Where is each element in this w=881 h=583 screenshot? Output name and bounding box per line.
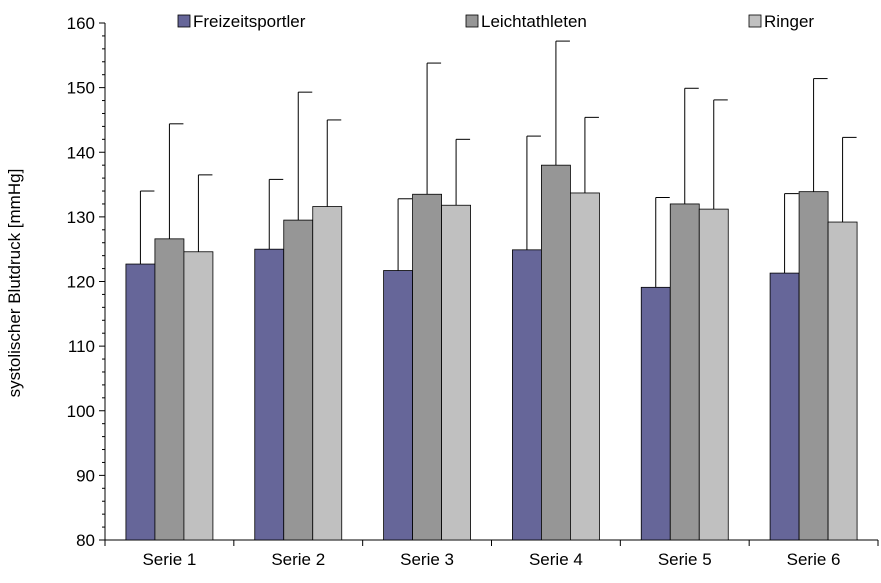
bar xyxy=(669,203,700,541)
bar xyxy=(312,206,343,541)
bar xyxy=(640,286,671,541)
bar xyxy=(125,263,156,541)
x-tick-label: Serie 6 xyxy=(787,550,841,569)
bar xyxy=(769,272,800,541)
legend-label: Ringer xyxy=(764,12,814,31)
x-tick-label: Serie 4 xyxy=(529,550,583,569)
bar xyxy=(254,248,285,541)
error-bars-group xyxy=(139,40,857,288)
y-axis-title: systolischer Blutdruck [mmHg] xyxy=(5,169,24,398)
x-tick-label: Serie 5 xyxy=(658,550,712,569)
bar xyxy=(541,164,571,541)
bar xyxy=(412,193,442,541)
bar xyxy=(798,191,829,541)
legend: Freizeitsportler Leichtathleten Ringer xyxy=(177,12,814,31)
legend-label: Freizeitsportler xyxy=(193,12,306,31)
bar xyxy=(283,219,314,541)
y-tick-label: 140 xyxy=(67,143,95,162)
bar xyxy=(698,208,729,541)
y-tick-label: 150 xyxy=(67,79,95,98)
y-tick-label: 130 xyxy=(67,208,95,227)
bar xyxy=(512,249,542,541)
bar xyxy=(827,221,858,541)
legend-swatch xyxy=(465,14,479,28)
x-tick-label: Serie 2 xyxy=(271,550,325,569)
y-tick-label: 110 xyxy=(68,337,95,356)
bar xyxy=(183,251,214,541)
y-tick-label: 90 xyxy=(76,466,95,485)
axes-group: 80 90 100 110 120 130 140 150 160 Serie 1 Serie 2 S… xyxy=(67,14,879,569)
x-tick-label: Serie 3 xyxy=(400,550,454,569)
bar xyxy=(383,270,413,541)
bar xyxy=(154,238,185,541)
y-tick-label: 80 xyxy=(76,531,95,550)
bar xyxy=(570,192,600,541)
legend-swatch xyxy=(748,14,762,28)
legend-swatch xyxy=(177,14,191,28)
y-tick-label: 160 xyxy=(67,14,95,33)
y-tick-label: 100 xyxy=(67,402,95,421)
x-tick-label: Serie 1 xyxy=(142,550,196,569)
legend-label: Leichtathleten xyxy=(481,12,587,31)
bars-group xyxy=(125,164,858,541)
y-tick-label: 120 xyxy=(67,273,95,292)
bar xyxy=(441,204,471,541)
